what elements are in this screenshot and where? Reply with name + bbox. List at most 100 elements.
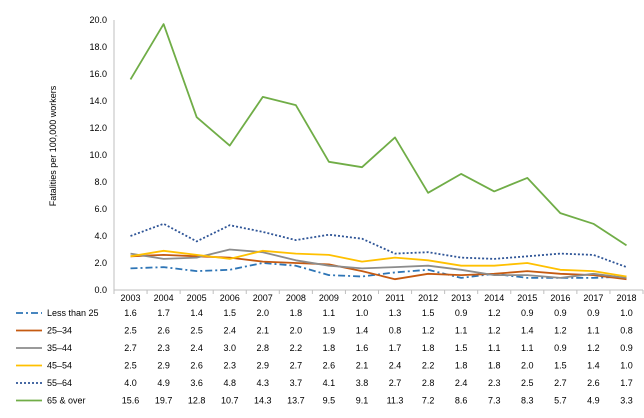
y-tick-label: 4.0: [94, 231, 107, 241]
data-label: 2.1: [356, 361, 369, 371]
data-label: 1.3: [389, 308, 402, 318]
x-tick-label: 2014: [484, 293, 504, 303]
x-tick-label: 2007: [253, 293, 273, 303]
data-label: 8.3: [521, 396, 534, 406]
data-label: 1.5: [223, 308, 236, 318]
data-label: 2.2: [290, 343, 303, 353]
data-label: 4.9: [157, 378, 170, 388]
data-label: 2.3: [157, 343, 170, 353]
data-label: 2.6: [157, 326, 170, 336]
data-label: 2.5: [124, 326, 137, 336]
y-tick-label: 20.0: [89, 15, 107, 25]
data-label: 1.2: [422, 326, 435, 336]
data-label: 2.3: [488, 378, 501, 388]
data-label: 2.8: [422, 378, 435, 388]
data-label: 10.7: [221, 396, 239, 406]
y-tick-label: 2.0: [94, 258, 107, 268]
series-lines: [129, 23, 627, 281]
data-label: 4.3: [257, 378, 270, 388]
legend-label: 65 & over: [47, 396, 86, 406]
data-label: 7.3: [488, 396, 501, 406]
data-label: 2.0: [290, 326, 303, 336]
data-label: 0.9: [521, 308, 534, 318]
x-tick-label: 2011: [385, 293, 404, 303]
data-label: 9.5: [323, 396, 336, 406]
data-label: 2.9: [157, 361, 170, 371]
data-label: 13.7: [287, 396, 305, 406]
data-label: 1.5: [455, 343, 468, 353]
data-label: 2.6: [587, 378, 600, 388]
x-tick-label: 2017: [583, 293, 603, 303]
legend-label: Less than 25: [47, 308, 99, 318]
data-label: 0.9: [554, 308, 567, 318]
y-tick-label: 6.0: [94, 204, 107, 214]
data-label: 1.0: [620, 361, 633, 371]
data-label: 5.7: [554, 396, 567, 406]
data-label: 14.3: [254, 396, 272, 406]
data-label: 2.4: [190, 343, 203, 353]
data-label: 3.3: [620, 396, 633, 406]
data-label: 1.6: [124, 308, 137, 318]
data-label: 2.7: [389, 378, 402, 388]
y-tick-label: 8.0: [94, 177, 107, 187]
legend-label: 45–54: [47, 361, 72, 371]
data-label: 1.4: [356, 326, 369, 336]
x-tick-label: 2018: [616, 293, 636, 303]
data-label: 1.1: [521, 343, 534, 353]
series-line: [129, 23, 627, 247]
data-label: 1.8: [422, 343, 435, 353]
data-label: 1.8: [290, 308, 303, 318]
data-label: 2.8: [257, 343, 270, 353]
data-label: 3.7: [290, 378, 303, 388]
data-label: 2.9: [257, 361, 270, 371]
data-label: 0.9: [587, 308, 600, 318]
data-label: 3.0: [223, 343, 236, 353]
x-tick-label: 2016: [550, 293, 570, 303]
y-tick-label: 18.0: [89, 42, 107, 52]
data-label: 12.8: [188, 396, 206, 406]
data-label: 1.7: [157, 308, 170, 318]
data-label: 8.6: [455, 396, 468, 406]
legend-label: 35–44: [47, 343, 72, 353]
data-label: 7.2: [422, 396, 435, 406]
y-axis-label: Fatalities per 100,000 workers: [48, 85, 58, 206]
y-tick-label: 14.0: [89, 96, 107, 106]
data-label: 1.2: [554, 326, 567, 336]
y-tick-labels: 0.0 2.0 4.0 6.0 8.0 10.0 12.0 14.0 16.0 18.0 20.0: [89, 15, 107, 295]
data-label: 4.1: [323, 378, 336, 388]
data-label: 2.1: [257, 326, 270, 336]
data-label: 1.4: [521, 326, 534, 336]
x-tick-label: 2012: [418, 293, 438, 303]
x-tick-label: 2015: [517, 293, 537, 303]
data-label: 3.8: [356, 378, 369, 388]
data-label: 1.8: [455, 361, 468, 371]
data-label: 2.4: [223, 326, 236, 336]
data-label: 2.0: [257, 308, 270, 318]
data-label: 4.9: [587, 396, 600, 406]
data-table: 2003 2004 2005 2006 2007 2008 2009 2010 2011 2012…: [16, 293, 636, 406]
data-label: 1.7: [620, 378, 633, 388]
data-label: 1.0: [620, 308, 633, 318]
x-tick-label: 2004: [154, 293, 174, 303]
legend-label: 55–64: [47, 378, 72, 388]
series-line: [130, 222, 627, 268]
data-label: 1.1: [323, 308, 336, 318]
data-label: 1.4: [587, 361, 600, 371]
data-label: 9.1: [356, 396, 369, 406]
y-tick-label: 16.0: [89, 69, 107, 79]
data-label: 2.4: [389, 361, 402, 371]
axes: [113, 20, 644, 294]
data-label: 3.6: [190, 378, 203, 388]
data-label: 15.6: [122, 396, 140, 406]
data-label: 2.6: [323, 361, 336, 371]
data-label: 1.7: [389, 343, 402, 353]
y-tick-label: 10.0: [89, 150, 107, 160]
data-label: 11.3: [387, 396, 404, 406]
data-label: 2.7: [290, 361, 303, 371]
x-tick-label: 2013: [451, 293, 471, 303]
data-label: 19.7: [155, 396, 173, 406]
data-label: 1.0: [356, 308, 369, 318]
data-label: 2.7: [554, 378, 567, 388]
series-line: [130, 249, 627, 278]
data-label: 0.8: [389, 326, 402, 336]
